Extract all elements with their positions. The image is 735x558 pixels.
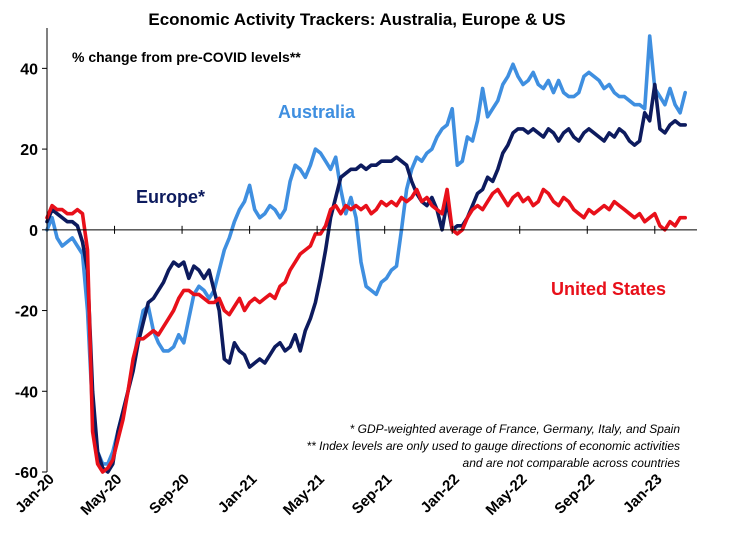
series-label-united-states: United States — [551, 279, 666, 299]
x-tick-labels: Jan-20 May-20 Sep-20 Jan-21 May-21 Sep-21 Jan-… — [12, 471, 665, 519]
chart-title: Economic Activity Trackers: Australia, E… — [148, 10, 565, 29]
axis-layer — [42, 28, 697, 473]
x-tick-label: Jan-23 — [620, 471, 666, 517]
x-tick-label: May-21 — [280, 471, 328, 519]
footnote-index-levels: ** Index levels are only used to gauge d… — [306, 439, 680, 453]
x-tick-label: Jan-22 — [417, 471, 463, 517]
x-tick-label: May-22 — [483, 471, 531, 519]
series-layer — [45, 34, 687, 474]
y-tick-label: 20 — [20, 142, 38, 159]
y-tick-label: -20 — [15, 304, 38, 321]
series-label-australia: Australia — [278, 102, 356, 122]
series-line-europe — [45, 82, 687, 474]
x-tick-label: Sep-20 — [146, 471, 193, 518]
y-tick-label: -40 — [15, 384, 38, 401]
series-label-europe: Europe* — [136, 187, 205, 207]
y-tick-label: 0 — [29, 223, 38, 240]
y-tick-label: 40 — [20, 61, 38, 78]
y-tick-labels: 40 20 0 -20 -40 -60 — [15, 61, 38, 482]
x-tick-label: May-20 — [77, 471, 125, 519]
x-tick-label: Sep-21 — [349, 471, 396, 518]
x-tick-label: Jan-21 — [215, 471, 261, 517]
series-line-united-states — [45, 187, 687, 474]
y-tick-label: -60 — [15, 465, 38, 482]
x-tick-label: Sep-22 — [551, 471, 598, 518]
footnote-index-levels-cont: and are not comparable across countries — [463, 456, 680, 470]
series-line-australia — [45, 34, 687, 466]
footnote-europe: * GDP-weighted average of France, German… — [350, 422, 681, 436]
chart-subtitle: % change from pre-COVID levels** — [72, 49, 301, 65]
